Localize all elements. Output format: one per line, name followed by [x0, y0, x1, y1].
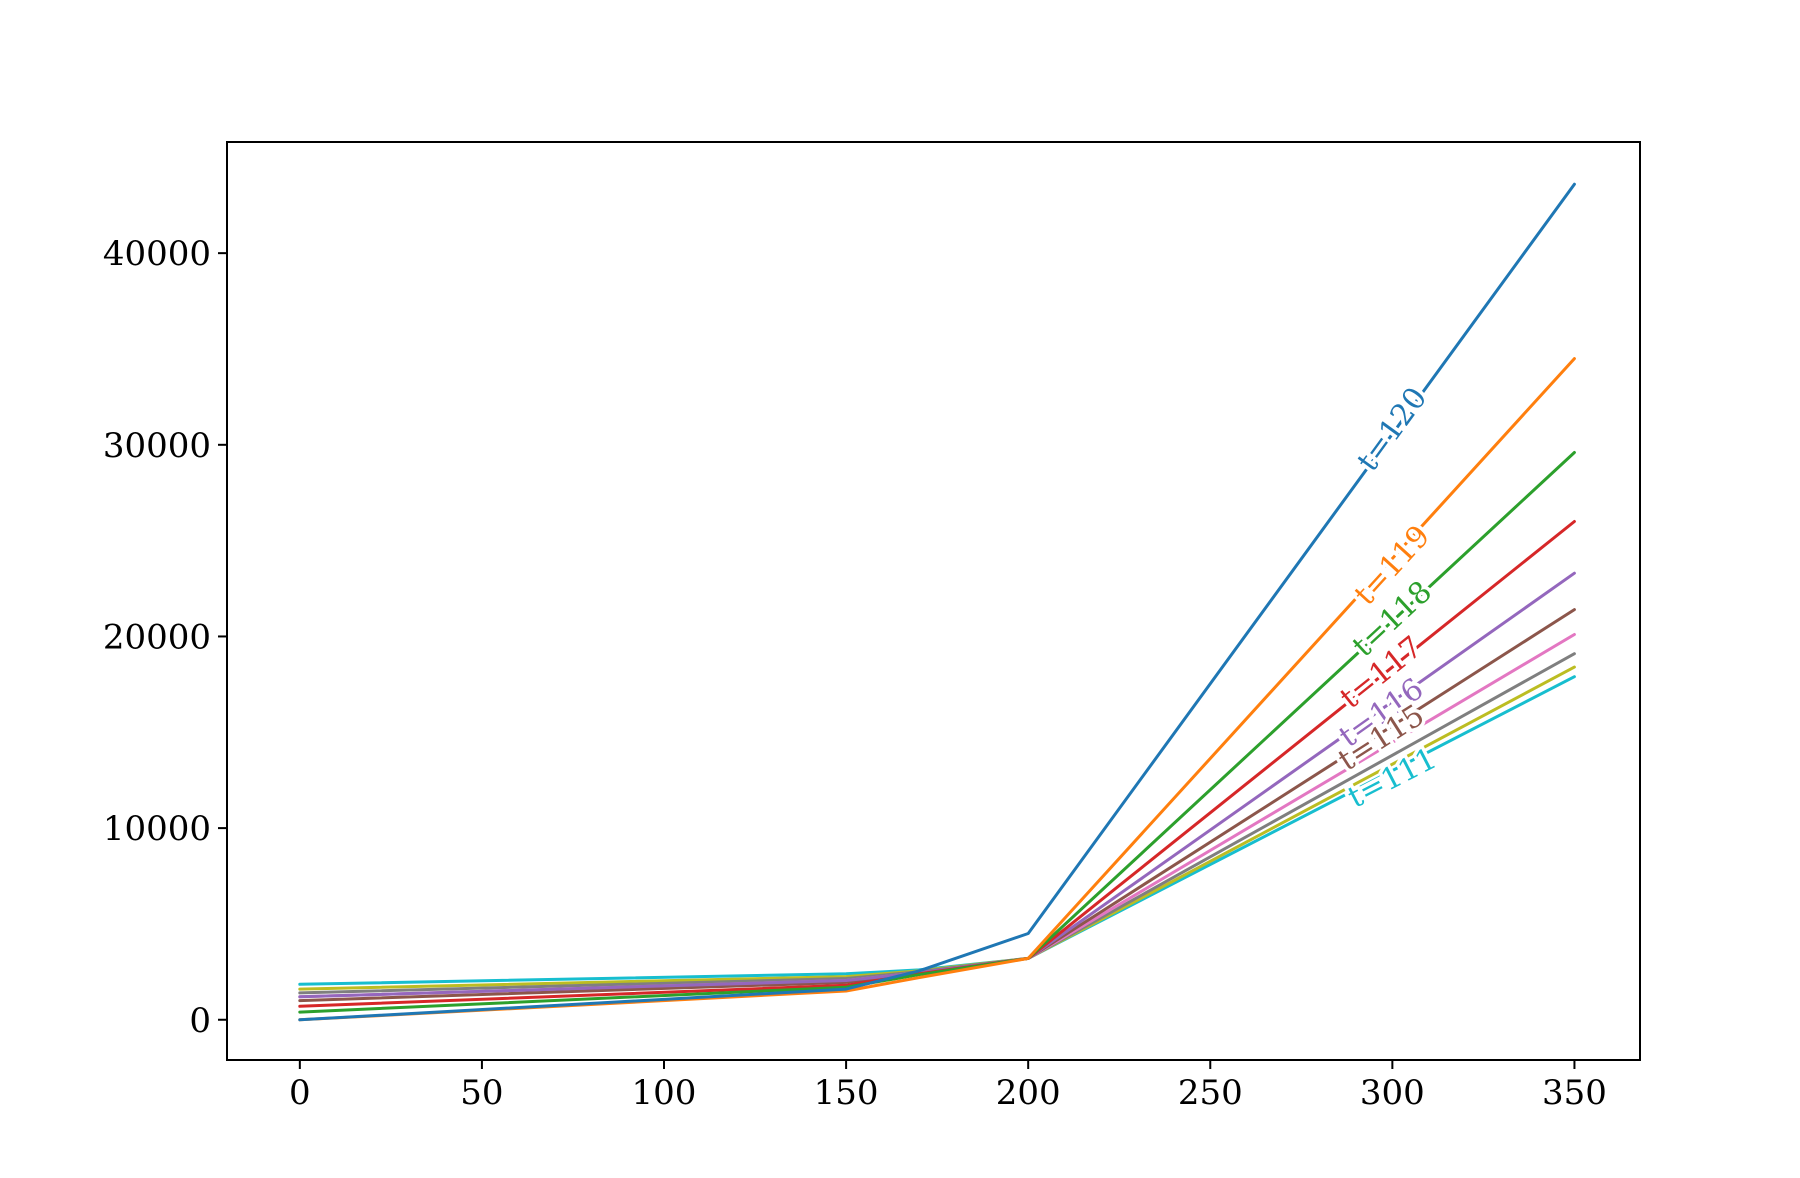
y-tick-label: 20000 [103, 617, 211, 657]
x-tick-label: 0 [289, 1073, 311, 1113]
x-tick-label: 250 [1178, 1073, 1243, 1113]
y-tick-label: 0 [189, 1001, 211, 1041]
series-lines [298, 182, 1576, 1022]
y-tick-label: 10000 [103, 809, 211, 849]
y-axis-ticks: 0 10000 20000 30000 40000 [103, 234, 227, 1041]
x-tick-label: 200 [996, 1073, 1061, 1113]
plot-frame [226, 141, 1641, 1061]
x-tick-label: 300 [1360, 1073, 1425, 1113]
x-tick-label: 50 [460, 1073, 503, 1113]
y-tick-label: 40000 [103, 234, 211, 274]
x-tick-label: 100 [632, 1073, 697, 1113]
x-axis-ticks: 0 50 100 150 200 250 300 350 [289, 1060, 1607, 1113]
series-line-t-120 [298, 182, 1576, 1022]
x-tick-label: 350 [1542, 1073, 1607, 1113]
series-line-t-118 [298, 451, 1576, 1014]
x-tick-label: 150 [814, 1073, 879, 1113]
y-tick-label: 30000 [103, 426, 211, 466]
